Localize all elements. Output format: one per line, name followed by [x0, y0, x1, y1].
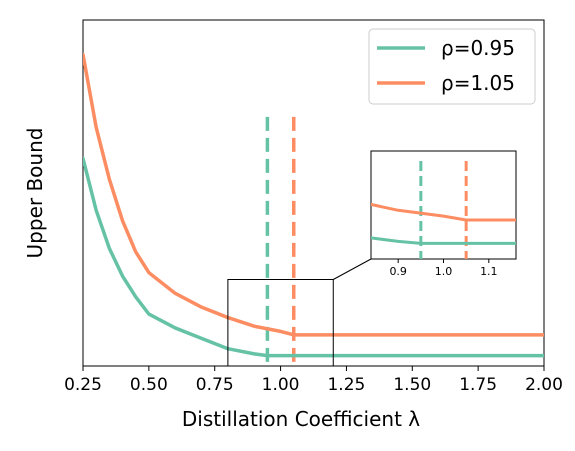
y-axis-label: Upper Bound [23, 128, 47, 259]
x-tick-label: 0.25 [64, 375, 102, 395]
inset-x-tick-label: 0.9 [389, 265, 407, 278]
series-line-1 [83, 156, 544, 358]
x-tick-label: 0.75 [196, 375, 234, 395]
x-tick-label: 2.00 [525, 375, 563, 395]
legend-label-series-2: ρ=1.05 [441, 71, 515, 95]
x-axis-label: Distillation Coefficient λ [182, 407, 420, 431]
x-tick-label: 1.50 [393, 375, 431, 395]
legend-label-series-1: ρ=0.95 [441, 36, 515, 60]
x-tick-label: 1.25 [327, 375, 365, 395]
x-tick-label: 0.50 [130, 375, 168, 395]
series-line-2 [83, 52, 544, 337]
x-tick-label: 1.00 [262, 375, 300, 395]
inset-x-tick-label: 1.0 [435, 265, 453, 278]
legend: ρ=0.95 ρ=1.05 [368, 28, 536, 105]
x-tick-label: 1.75 [459, 375, 497, 395]
zoom-connector [333, 258, 372, 280]
inset-x-tick-label: 1.1 [480, 265, 498, 278]
